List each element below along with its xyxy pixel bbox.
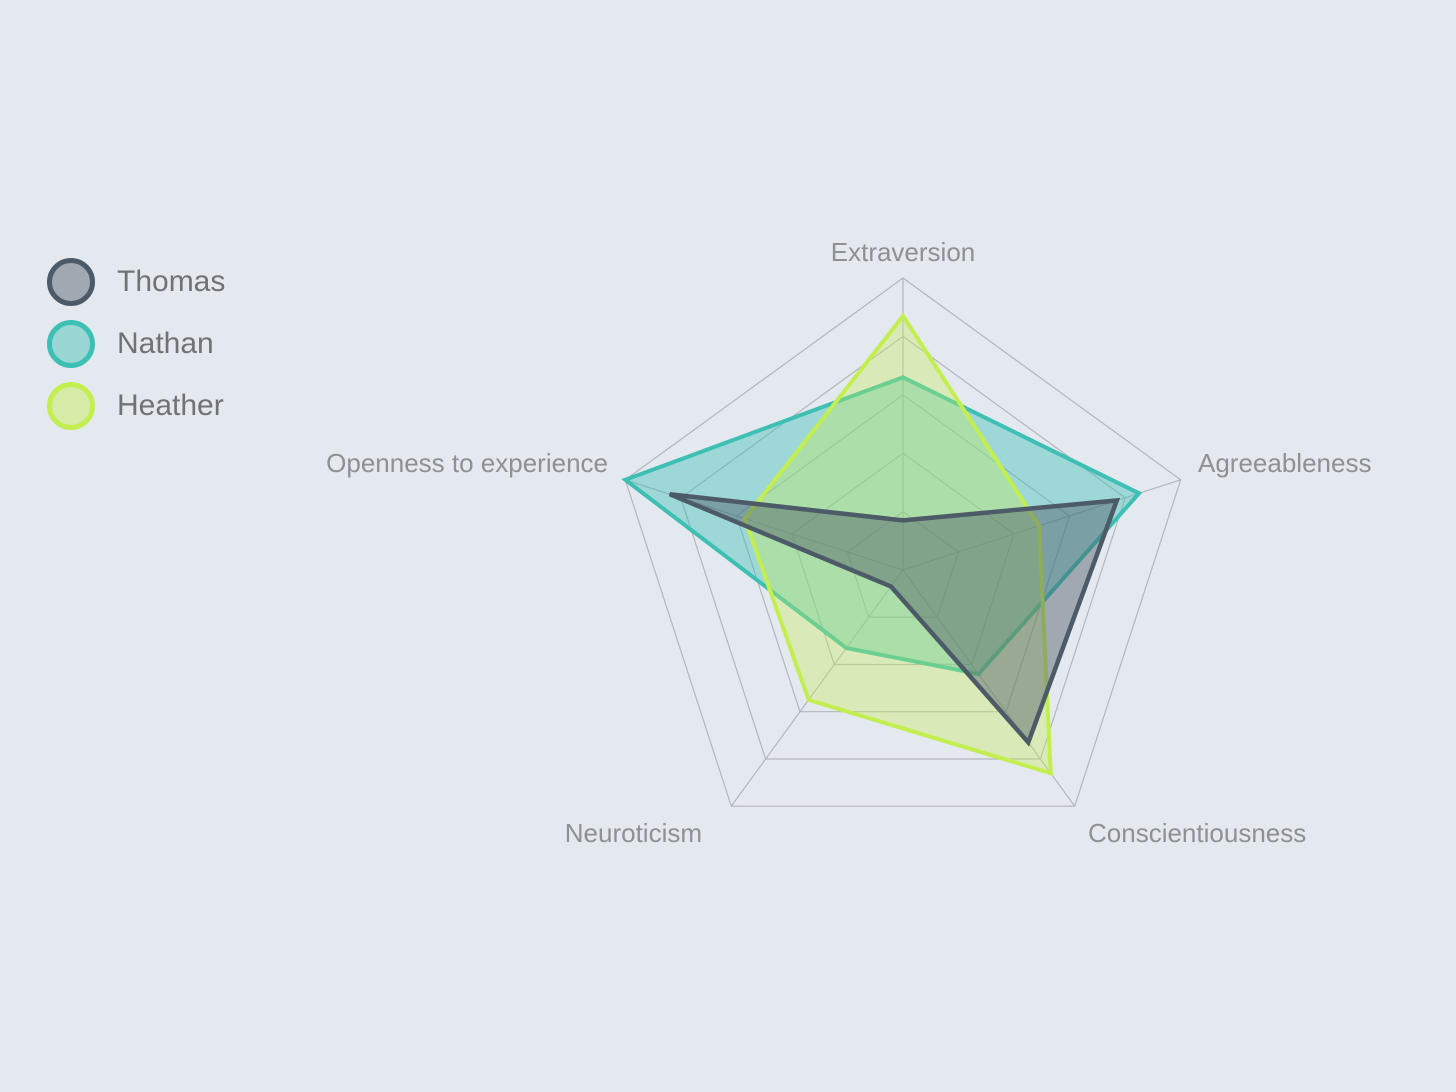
grid-ring-1	[846, 510, 960, 618]
grid-ring-2	[791, 452, 1015, 666]
legend-swatch-heather	[47, 382, 95, 430]
series-polygon-nathan[interactable]	[621, 375, 1143, 677]
legend-swatch-thomas	[47, 258, 95, 306]
grid-ring-4	[680, 335, 1126, 760]
legend-label-nathan: Nathan	[117, 327, 214, 360]
axis-spoke-agreeableness	[902, 479, 1181, 571]
series-polygon-heather[interactable]	[742, 312, 1053, 776]
legend-swatch-nathan	[47, 320, 95, 368]
axis-label-extraversion: Extraversion	[831, 237, 976, 267]
legend-item-nathan[interactable]: Nathan	[47, 320, 225, 368]
series-polygon-thomas[interactable]	[668, 491, 1121, 747]
axis-spoke-conscientiousness	[902, 569, 1076, 807]
axis-label-openness: Openness to experience	[326, 448, 608, 478]
axis-label-conscientiousness: Conscientiousness	[1088, 818, 1306, 848]
axis-spoke-neuroticism	[730, 569, 904, 807]
axis-label-neuroticism: Neuroticism	[565, 818, 702, 848]
grid-ring-5	[624, 277, 1182, 807]
axis-label-agreeableness: Agreeableness	[1198, 448, 1371, 478]
legend-item-thomas[interactable]: Thomas	[47, 258, 225, 306]
legend: Thomas Nathan Heather	[47, 258, 225, 430]
legend-item-heather[interactable]: Heather	[47, 382, 225, 430]
legend-label-heather: Heather	[117, 389, 224, 422]
legend-label-thomas: Thomas	[117, 265, 226, 298]
